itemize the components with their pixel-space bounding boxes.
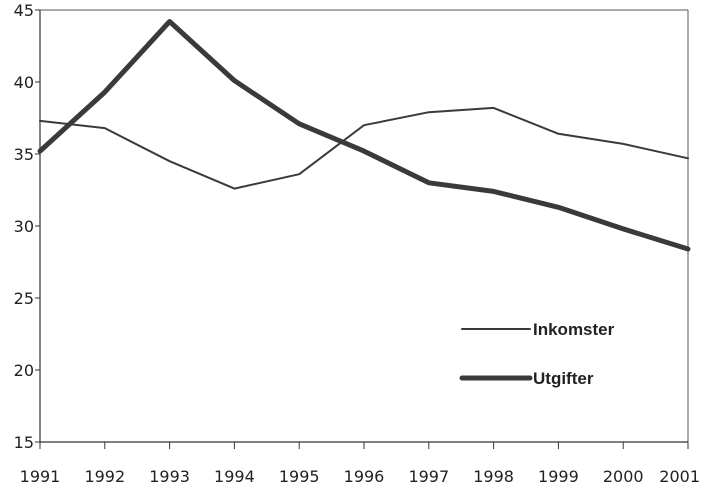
y-tick-label: 35 xyxy=(14,145,34,164)
x-tick-label: 1998 xyxy=(473,467,514,486)
x-tick-label: 1992 xyxy=(84,467,125,486)
series-line-inkomster xyxy=(39,106,689,190)
series-line-utgifter xyxy=(37,19,691,252)
legend-label-inkomster: Inkomster xyxy=(533,320,615,339)
axis-ticks xyxy=(35,9,689,449)
x-tick-label: 1991 xyxy=(20,467,61,486)
legend: Inkomster Utgifter xyxy=(459,320,615,388)
axis-tick-labels: 15 20 25 30 35 40 45 1991 1992 1993 1994 1995 1996 19… xyxy=(14,1,700,486)
x-tick-label: 1999 xyxy=(538,467,579,486)
x-tick-label: 1996 xyxy=(344,467,385,486)
legend-label-utgifter: Utgifter xyxy=(533,369,594,388)
y-tick-label: 30 xyxy=(14,217,34,236)
y-tick-label: 45 xyxy=(14,1,34,20)
y-tick-label: 40 xyxy=(14,73,34,92)
x-tick-label: 2001 xyxy=(659,467,700,486)
x-tick-label: 1994 xyxy=(214,467,255,486)
series-lines xyxy=(37,19,691,252)
y-tick-label: 25 xyxy=(14,289,34,308)
y-tick-label: 15 xyxy=(14,433,34,452)
x-tick-label: 1995 xyxy=(279,467,320,486)
y-tick-label: 20 xyxy=(14,361,34,380)
x-tick-label: 2000 xyxy=(603,467,644,486)
x-tick-label: 1993 xyxy=(149,467,190,486)
x-tick-label: 1997 xyxy=(408,467,449,486)
